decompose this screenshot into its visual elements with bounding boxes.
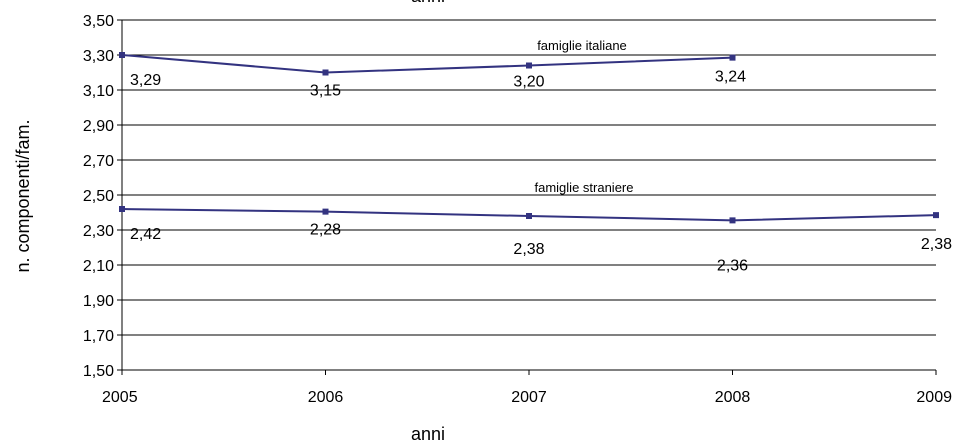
data-labels: 3,29 3,15 3,20 3,24 2,42 2,28 2,38 2,36 2,38 — [130, 69, 952, 275]
data-label: 2,42 — [130, 226, 161, 243]
y-tick-label: 3,30 — [83, 48, 114, 65]
data-marker — [933, 212, 939, 219]
data-marker — [322, 69, 329, 76]
y-tick-label: 3,50 — [83, 13, 114, 30]
series-name-label: famiglie italiane — [537, 38, 627, 53]
y-tick-label: 1,50 — [83, 363, 114, 380]
y-tick-label: 1,70 — [83, 328, 114, 345]
series-line — [121, 54, 733, 74]
data-label: 3,29 — [130, 72, 161, 89]
data-label: 2,36 — [717, 257, 748, 274]
y-tick-label: 2,90 — [83, 118, 114, 135]
x-tick-label: 2009 — [916, 389, 952, 406]
data-marker — [119, 52, 125, 58]
data-label: 3,24 — [715, 69, 746, 86]
x-tick-label: 2008 — [715, 389, 751, 406]
data-label: 3,15 — [310, 83, 341, 100]
series-group — [119, 52, 939, 224]
data-marker — [729, 217, 736, 224]
data-label: 3,20 — [513, 74, 544, 91]
x-tick-label: 2006 — [308, 389, 344, 406]
series-name-label: famiglie straniere — [535, 180, 634, 195]
y-tick-label: 1,90 — [83, 293, 114, 310]
data-marker — [119, 206, 125, 212]
data-label: 2,38 — [513, 241, 544, 258]
y-tick-label: 3,10 — [83, 83, 114, 100]
top-title-fragment: anni — [411, 0, 445, 6]
y-tick-label: 2,30 — [83, 223, 114, 240]
x-tick-labels: 2005 2006 2007 2008 2009 — [102, 389, 952, 406]
x-tick-label: 2007 — [511, 389, 547, 406]
grid-lines — [122, 19, 936, 371]
x-axis-title: anni — [411, 424, 445, 442]
y-tick-labels: 3,50 3,30 3,10 2,90 2,70 2,50 2,30 2,10 1,90 1,70… — [83, 13, 114, 380]
data-label: 2,38 — [921, 236, 952, 253]
data-label: 2,28 — [310, 222, 341, 239]
y-tick-label: 2,10 — [83, 258, 114, 275]
y-tick-label: 2,50 — [83, 188, 114, 205]
data-marker — [729, 54, 736, 61]
y-tick-label: 2,70 — [83, 153, 114, 170]
data-marker — [526, 213, 532, 219]
y-axis-title: n. componenti/fam. — [13, 119, 33, 272]
x-tick-label: 2005 — [102, 389, 138, 406]
data-marker — [526, 62, 532, 69]
data-marker — [322, 208, 329, 215]
series-annotations: famiglie italiane famiglie straniere — [535, 38, 634, 195]
